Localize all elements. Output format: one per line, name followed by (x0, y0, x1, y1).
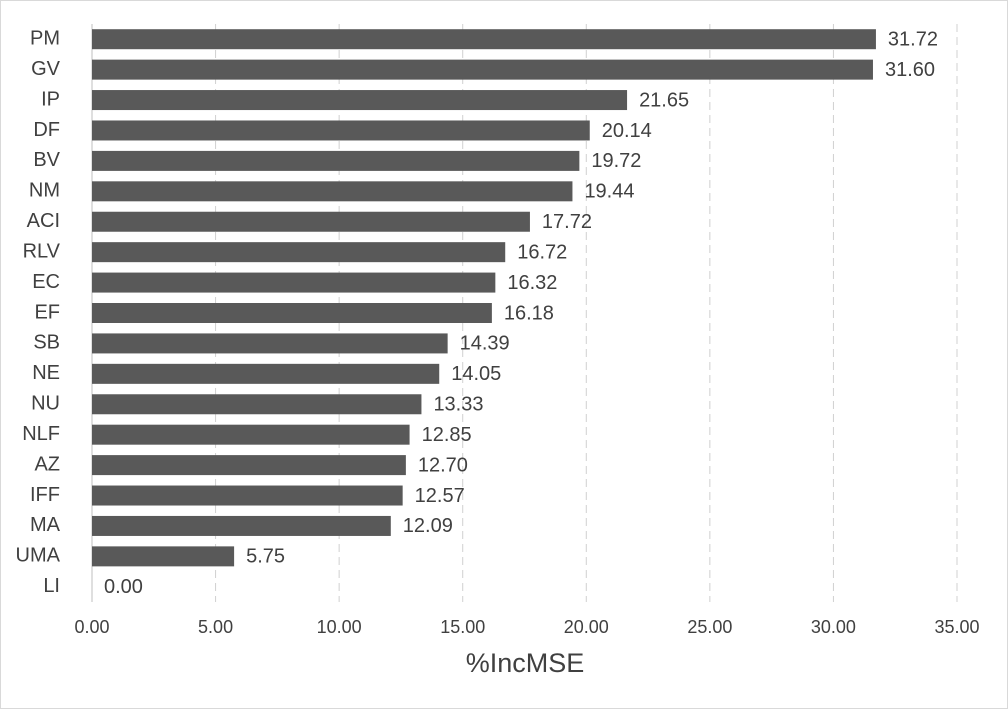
value-label: 20.14 (602, 120, 652, 142)
bar (92, 424, 410, 445)
value-label: 0.00 (104, 576, 143, 598)
x-tick-label: 20.00 (564, 617, 609, 637)
bar (92, 333, 448, 354)
y-tick-label: RLV (23, 240, 61, 262)
bar (92, 546, 235, 567)
x-tick-label: 25.00 (687, 617, 732, 637)
y-tick-label: IP (41, 88, 60, 110)
value-label: 16.72 (517, 241, 567, 263)
x-axis-title: %IncMSE (466, 648, 585, 678)
value-label: 12.57 (415, 485, 465, 507)
bar (92, 303, 492, 323)
bar (92, 120, 590, 141)
value-label: 12.09 (403, 515, 453, 537)
x-tick-label: 0.00 (74, 617, 109, 637)
value-label: 14.39 (460, 333, 510, 355)
bar (92, 242, 506, 263)
bar (92, 394, 422, 415)
value-label: 16.32 (507, 272, 557, 294)
bar (92, 59, 873, 80)
value-label: 14.05 (451, 363, 501, 385)
y-tick-label: DF (33, 119, 60, 141)
value-label: 16.18 (504, 302, 554, 324)
value-label: 12.85 (422, 424, 472, 446)
bar (92, 29, 876, 50)
y-tick-label: NU (31, 393, 60, 415)
y-tick-label: GV (31, 58, 61, 80)
bar (92, 485, 403, 506)
y-tick-label: ACI (27, 210, 60, 232)
y-tick-label: EC (32, 271, 60, 293)
bar (92, 211, 530, 232)
bar (92, 455, 406, 476)
y-tick-label: NE (32, 362, 60, 384)
bar (92, 150, 580, 171)
y-tick-label: NM (29, 180, 60, 202)
y-tick-label: EF (34, 301, 60, 323)
y-tick-label: LI (43, 575, 60, 597)
x-tick-label: 15.00 (440, 617, 485, 637)
y-tick-label: AZ (34, 453, 60, 475)
bar (92, 272, 496, 293)
x-tick-label: 5.00 (198, 617, 233, 637)
bar (92, 363, 440, 384)
x-tick-label: 10.00 (317, 617, 362, 637)
bar (92, 90, 628, 111)
y-tick-label: SB (33, 332, 60, 354)
value-label: 5.75 (246, 546, 285, 568)
y-tick-label: BV (33, 149, 60, 171)
value-label: 17.72 (542, 211, 592, 233)
y-tick-label: UMA (16, 545, 61, 567)
y-tick-label: IFF (30, 484, 60, 506)
y-tick-label: NLF (22, 423, 60, 445)
value-label: 13.33 (433, 394, 483, 416)
value-label: 21.65 (639, 89, 689, 111)
x-tick-label: 30.00 (811, 617, 856, 637)
value-label: 19.44 (584, 181, 634, 203)
y-tick-label: PM (30, 27, 60, 49)
bar (92, 515, 391, 536)
bar (92, 181, 573, 202)
value-label: 31.60 (885, 59, 935, 81)
x-tick-label: 35.00 (934, 617, 979, 637)
value-label: 31.72 (888, 28, 938, 50)
value-label: 12.70 (418, 454, 468, 476)
value-label: 19.72 (591, 150, 641, 172)
y-tick-label: MA (30, 514, 61, 536)
